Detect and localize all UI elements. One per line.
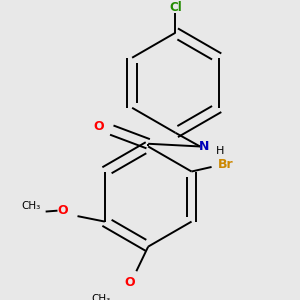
Text: Cl: Cl (169, 1, 182, 14)
Text: O: O (58, 204, 68, 217)
Text: CH₃: CH₃ (91, 293, 110, 300)
Text: CH₃: CH₃ (22, 201, 41, 211)
Text: O: O (125, 276, 135, 289)
Text: H: H (216, 146, 224, 156)
Text: N: N (199, 140, 209, 153)
Text: O: O (94, 120, 104, 133)
Text: Br: Br (218, 158, 234, 171)
